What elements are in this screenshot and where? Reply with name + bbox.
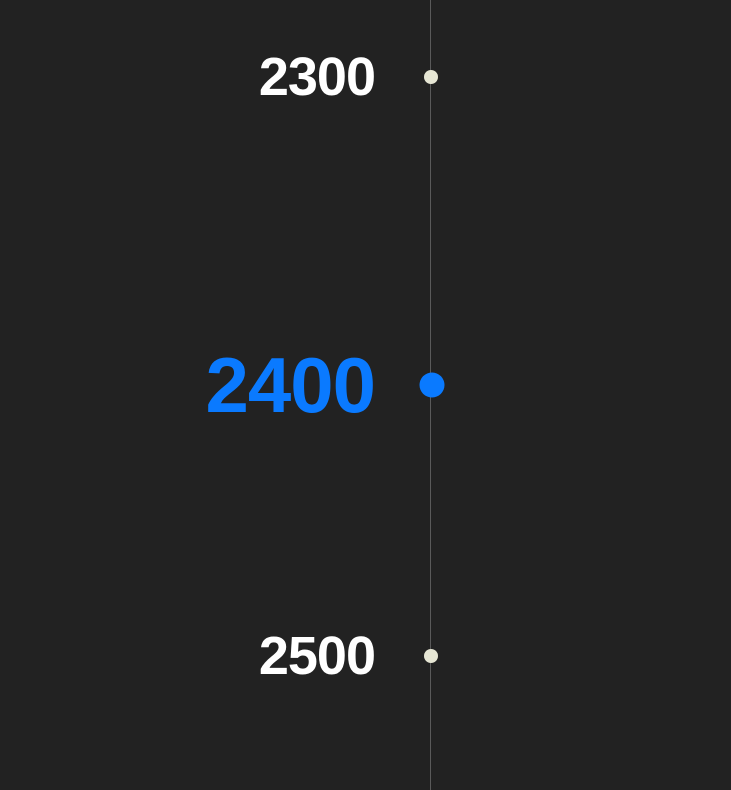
timeline-item-label[interactable]: 2500 bbox=[258, 626, 376, 686]
timeline-item-label[interactable]: 2300 bbox=[258, 47, 376, 107]
timeline-dot-selected-icon[interactable] bbox=[419, 372, 445, 398]
timeline-dot-icon[interactable] bbox=[424, 70, 438, 84]
timeline-dot-icon[interactable] bbox=[424, 649, 438, 663]
timeline-item-label-selected[interactable]: 2400 bbox=[205, 341, 376, 429]
